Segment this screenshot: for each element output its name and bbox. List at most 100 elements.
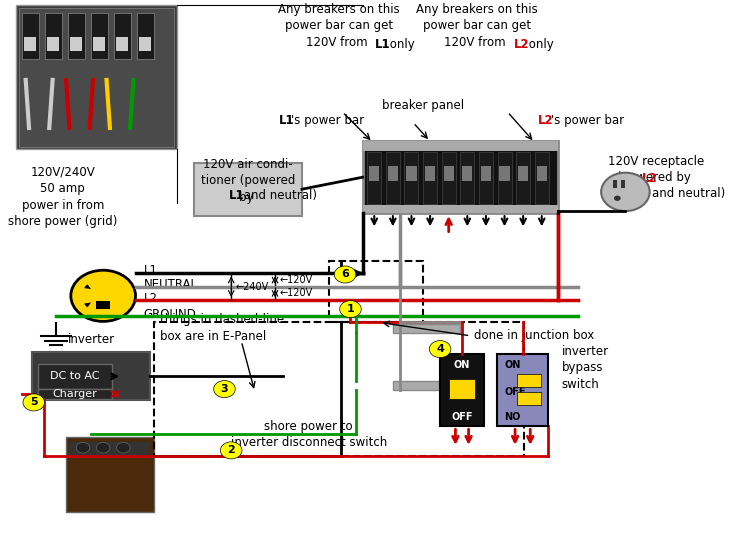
Bar — [66, 437, 154, 512]
Text: only: only — [525, 38, 554, 51]
Bar — [516, 152, 530, 204]
Text: L1: L1 — [230, 189, 245, 202]
Bar — [537, 166, 547, 181]
Text: OFF: OFF — [504, 387, 526, 397]
Bar — [363, 205, 558, 213]
Text: 3: 3 — [221, 384, 228, 394]
Bar — [363, 141, 558, 151]
Bar — [15, 5, 178, 149]
Circle shape — [117, 442, 130, 453]
Bar — [387, 166, 398, 181]
Circle shape — [96, 442, 110, 453]
Bar — [24, 37, 37, 51]
Text: 120V receptacle
(powered by: 120V receptacle (powered by — [607, 155, 704, 184]
Bar — [425, 166, 435, 181]
Text: L1: L1 — [375, 38, 390, 51]
Text: L2: L2 — [514, 38, 530, 51]
Bar — [461, 152, 474, 204]
Text: and neutral): and neutral) — [240, 189, 317, 202]
Bar — [440, 354, 484, 426]
Text: 's power bar: 's power bar — [291, 114, 364, 127]
Bar — [70, 37, 83, 51]
Bar — [363, 141, 558, 213]
Text: inverter
bypass
switch: inverter bypass switch — [561, 345, 608, 391]
Bar — [96, 301, 110, 309]
Bar — [406, 166, 417, 181]
Bar — [393, 324, 461, 333]
Bar — [137, 13, 154, 59]
Text: ←120V: ←120V — [280, 275, 313, 285]
Text: 120V air condi-
tioner (powered
by: 120V air condi- tioner (powered by — [201, 158, 295, 204]
Circle shape — [213, 381, 235, 398]
Text: done in junction box: done in junction box — [474, 329, 594, 342]
Bar — [38, 364, 112, 389]
Bar — [442, 152, 455, 204]
Bar — [517, 392, 541, 405]
Text: ON: ON — [504, 360, 520, 370]
Bar — [91, 13, 108, 59]
Bar — [23, 13, 39, 59]
Text: NO: NO — [504, 412, 520, 422]
Bar — [38, 389, 112, 399]
Text: 's power bar: 's power bar — [550, 114, 624, 127]
Bar — [518, 166, 529, 181]
Text: inverter: inverter — [68, 334, 115, 346]
Wedge shape — [84, 303, 91, 307]
Bar — [423, 152, 437, 204]
Bar — [499, 166, 510, 181]
Text: 2: 2 — [227, 446, 235, 455]
Bar — [517, 374, 541, 387]
Text: 5: 5 — [30, 398, 37, 407]
Bar — [114, 13, 131, 59]
Bar — [116, 37, 128, 51]
Text: 6: 6 — [341, 270, 349, 279]
Text: GROUND: GROUND — [143, 308, 197, 321]
Bar — [613, 180, 618, 188]
Bar — [139, 37, 151, 51]
Bar — [367, 152, 382, 204]
Text: 4: 4 — [436, 344, 444, 354]
Text: Any breakers on this
power bar can get
120V from: Any breakers on this power bar can get 1… — [279, 3, 400, 49]
Bar — [535, 152, 549, 204]
Bar — [404, 152, 418, 204]
Text: things in dashed-line
box are in E-Panel: things in dashed-line box are in E-Panel — [160, 313, 284, 343]
Text: DC to AC: DC to AC — [50, 372, 99, 381]
Text: Any breakers on this
power bar can get
120V from: Any breakers on this power bar can get 1… — [416, 3, 538, 49]
Bar — [444, 166, 454, 181]
Circle shape — [614, 196, 621, 201]
Circle shape — [71, 270, 135, 321]
Bar — [32, 352, 151, 400]
Text: L2: L2 — [642, 172, 657, 185]
Bar — [68, 13, 85, 59]
Bar — [386, 152, 400, 204]
Bar — [48, 37, 59, 51]
Bar — [498, 152, 512, 204]
Text: breaker panel: breaker panel — [382, 99, 464, 112]
Text: and neutral): and neutral) — [652, 172, 726, 200]
Bar — [69, 442, 151, 458]
Text: OFF: OFF — [451, 412, 473, 422]
Text: NEUTRAL: NEUTRAL — [143, 278, 197, 291]
Bar — [93, 37, 105, 51]
Text: ON: ON — [454, 360, 470, 370]
Bar — [479, 152, 493, 204]
Circle shape — [340, 301, 361, 318]
Bar — [19, 8, 174, 147]
Text: ←120V: ←120V — [280, 288, 313, 298]
Circle shape — [23, 394, 45, 411]
Text: only: only — [385, 38, 414, 51]
Bar — [393, 381, 461, 390]
Bar — [621, 180, 626, 188]
Circle shape — [429, 341, 451, 358]
Bar — [194, 163, 302, 216]
Bar — [449, 379, 475, 399]
Text: 1: 1 — [346, 304, 355, 314]
Bar — [462, 166, 472, 181]
Bar — [329, 261, 423, 322]
Text: ←240V: ←240V — [236, 282, 269, 292]
Text: L2: L2 — [143, 292, 158, 305]
Circle shape — [76, 442, 90, 453]
Circle shape — [601, 173, 650, 211]
Bar — [45, 13, 62, 59]
Bar — [497, 354, 548, 426]
